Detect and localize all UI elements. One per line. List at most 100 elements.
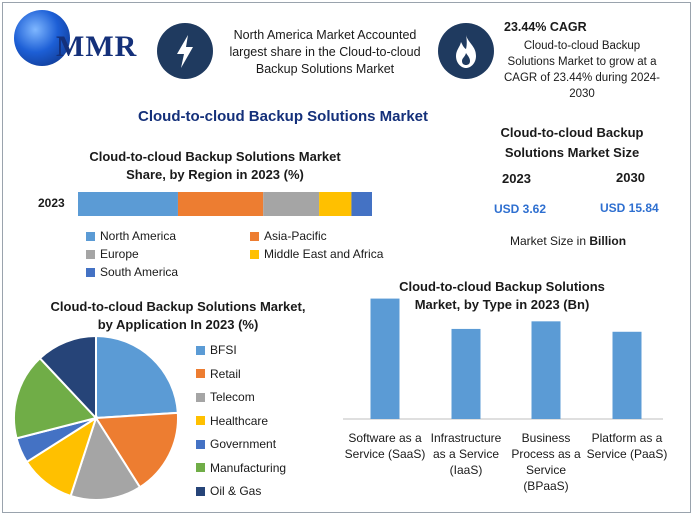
headline-north-america: North America Market Accounted largest s…: [215, 27, 435, 78]
lightning-icon: [157, 23, 213, 79]
year-2023: 2023: [502, 171, 531, 186]
legend-swatch: [196, 369, 205, 378]
region-bar-segment-north-america: [78, 192, 178, 216]
legend-label: Europe: [100, 247, 139, 261]
legend-swatch: [86, 267, 95, 277]
type-category-label: Software as a Service (SaaS): [340, 430, 430, 462]
type-category-label-line: (BPaaS): [523, 479, 569, 493]
market-size-unit-note: Market Size in Billion: [510, 234, 626, 248]
type-bar-3: [612, 331, 642, 419]
cagr-line: 2030: [569, 88, 595, 100]
type-category-label: Business Process as a Service (BPaaS): [501, 430, 591, 494]
legend-swatch: [196, 392, 205, 402]
type-bar-2: [531, 321, 561, 419]
year-2030: 2030: [616, 170, 645, 185]
legend-swatch: [86, 249, 95, 259]
legend-label: Telecom: [210, 390, 255, 404]
cagr-title: 23.44% CAGR: [504, 20, 587, 34]
type-category-label-line: Service (PaaS): [586, 447, 668, 461]
legend-label: Middle East and Africa: [264, 247, 384, 261]
legend-asia-pacific: Asia-Pacific: [250, 229, 327, 243]
market-size-title-line: Solutions Market Size: [504, 145, 640, 160]
pie-slice-manufacturing: [13, 356, 98, 440]
type-category-label: Platform as a Service (PaaS): [582, 430, 672, 462]
legend-label: Retail: [210, 366, 241, 381]
legend-label: BFSI: [210, 343, 237, 357]
headline-line: Backup Solutions Market: [255, 62, 395, 76]
legend-label: Oil & Gas: [210, 484, 262, 498]
pie-legend-item: Government: [196, 437, 276, 451]
legend-swatch: [86, 231, 95, 241]
pie-legend-item: Retail: [196, 367, 241, 381]
type-category-label-line: Software as a: [348, 431, 422, 445]
main-title: Cloud-to-cloud Backup Solutions Market: [138, 108, 429, 125]
region-stacked-bar: [78, 192, 372, 216]
application-chart-title: Cloud-to-cloud Backup Solutions Market, …: [28, 298, 328, 334]
type-category-label-line: Process as a: [511, 447, 581, 461]
legend-label: Healthcare: [210, 413, 269, 428]
brand-logo-text: MMR: [56, 30, 138, 63]
region-bar-segment-south-america: [351, 192, 372, 216]
chart-title-line: Market, by Type in 2023 (Bn): [414, 297, 590, 312]
legend-south-america: South America: [86, 265, 178, 279]
note-unit: Billion: [589, 234, 627, 248]
globe-logo-icon: [14, 10, 70, 66]
region-bar-segment-middle-east-and-africa: [319, 192, 352, 216]
pie-legend-item: Healthcare: [196, 414, 268, 428]
pie-slice-bfsi: [95, 334, 179, 420]
pie-slice-telecom: [69, 415, 142, 501]
legend-swatch: [196, 345, 205, 355]
market-size-title-line: Cloud-to-cloud Backup: [500, 125, 644, 140]
type-bar-1: [451, 328, 481, 419]
market-value-2023: USD 3.62: [494, 202, 547, 216]
legend-swatch: [196, 416, 205, 425]
pie-legend-item: Manufacturing: [196, 461, 286, 475]
market-size-title: Cloud-to-cloud Backup Solutions Market S…: [486, 123, 658, 163]
legend-label: Government: [210, 437, 277, 451]
type-category-label-line: Service (SaaS): [344, 447, 426, 461]
type-chart-title: Cloud-to-cloud Backup Solutions Market, …: [372, 278, 632, 314]
legend-europe: Europe: [86, 247, 139, 261]
region-bar-segment-europe: [263, 192, 320, 216]
chart-title-line: Cloud-to-cloud Backup Solutions Market: [89, 149, 341, 164]
legend-label: South America: [100, 265, 179, 279]
pie-slice-retail: [94, 411, 179, 489]
flame-icon: [438, 23, 494, 79]
legend-swatch: [196, 463, 205, 472]
legend-north-america: North America: [86, 229, 176, 243]
legend-label: Asia-Pacific: [264, 229, 327, 243]
chart-title-line: Share, by Region in 2023 (%): [126, 167, 304, 182]
type-category-label-line: Infrastructure: [430, 431, 502, 445]
pie-slice-oil-gas: [38, 334, 97, 421]
type-category-label-line: Business: [521, 431, 571, 445]
region-bar-segment-asia-pacific: [177, 192, 264, 216]
cagr-line: Cloud-to-cloud Backup: [523, 40, 641, 52]
type-category-label-line: Service: [525, 463, 566, 477]
legend-swatch: [196, 439, 205, 449]
headline-line: North America Market Accounted: [233, 28, 417, 42]
legend-label: North America: [100, 229, 177, 243]
legend-middle-east-africa: Middle East and Africa: [250, 247, 383, 261]
application-pie-chart: [13, 334, 179, 501]
legend-swatch: [250, 231, 259, 241]
headline-line: largest share in the Cloud-to-cloud: [229, 45, 421, 59]
pie-legend-item: Telecom: [196, 390, 255, 404]
market-value-2030: USD 15.84: [600, 201, 659, 215]
type-category-label-line: (IaaS): [449, 463, 483, 477]
cagr-line: Solutions Market to grow at a: [507, 56, 657, 68]
region-chart-title: Cloud-to-cloud Backup Solutions Market S…: [60, 148, 370, 184]
region-category-label: 2023: [38, 196, 65, 210]
chart-title-line: Cloud-to-cloud Backup Solutions Market,: [50, 299, 306, 314]
legend-swatch: [250, 249, 259, 259]
pie-legend-item: BFSI: [196, 343, 237, 357]
legend-label: Manufacturing: [210, 460, 287, 475]
type-category-label: Infrastructure as a Service (IaaS): [421, 430, 511, 478]
chart-title-line: by Application In 2023 (%): [97, 317, 259, 332]
type-category-label-line: as a Service: [432, 447, 500, 461]
type-bar-chart: [343, 298, 663, 420]
note-prefix: Market Size in: [510, 234, 590, 248]
chart-title-line: Cloud-to-cloud Backup Solutions: [399, 279, 605, 294]
type-category-label-line: Platform as a: [591, 431, 663, 445]
cagr-line: CAGR of 23.44% during 2024-: [504, 72, 660, 84]
